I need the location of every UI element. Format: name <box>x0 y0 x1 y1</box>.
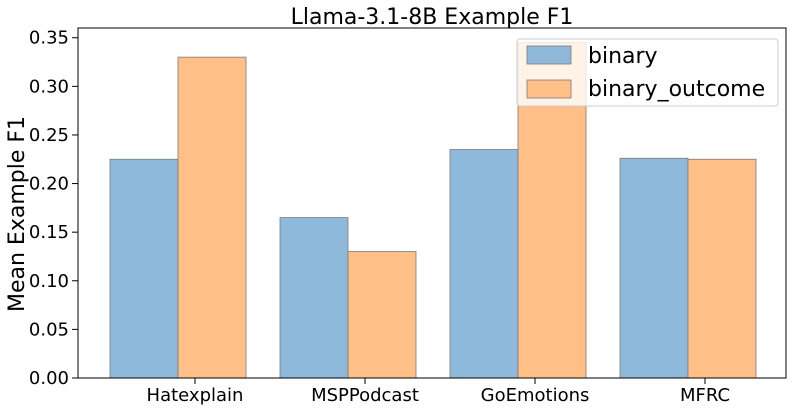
legend-label-binary-outcome: binary_outcome <box>588 77 765 102</box>
bar-binary-mfrc <box>619 157 689 379</box>
y-axis-title: Mean Example F1 <box>5 116 30 312</box>
x-tick-label-goemotions: GoEmotions <box>481 385 590 406</box>
legend-swatch-binary-outcome <box>526 79 572 99</box>
x-tick-label-msppodcast: MSPPodcast <box>311 385 419 406</box>
x-tick-label-mfrc: MFRC <box>680 385 730 406</box>
bar-binary-outcome-mfrc <box>687 158 757 379</box>
y-tick-label: 0.30 <box>29 76 69 97</box>
y-tick-label: 0.10 <box>29 271 69 292</box>
bar-binary-msppodcast <box>279 217 349 379</box>
y-tick-label: 0.00 <box>29 368 69 389</box>
y-ticks-group: 0.00 0.05 0.10 0.15 0.20 0.25 0.30 0.35 <box>29 28 78 389</box>
legend-box <box>516 38 779 107</box>
y-tick-label: 0.35 <box>29 28 69 49</box>
y-tick-label: 0.20 <box>29 174 69 195</box>
legend: binary binary_outcome <box>516 38 779 107</box>
y-tick-label: 0.25 <box>29 125 69 146</box>
legend-label-binary: binary <box>588 44 658 69</box>
y-tick-label: 0.05 <box>29 319 69 340</box>
x-tick-label-hatexplain: Hatexplain <box>147 385 244 406</box>
bar-binary-outcome-msppodcast <box>347 251 417 379</box>
plot-frame <box>77 27 787 379</box>
y-tick-label: 0.15 <box>29 222 69 243</box>
chart-title: Llama-3.1-8B Example F1 <box>291 5 574 30</box>
x-ticks-group: Hatexplain MSPPodcast GoEmotions MFRC <box>147 378 730 406</box>
bar-binary-hatexplain <box>109 158 179 379</box>
bar-binary-goemotions <box>449 149 519 379</box>
bar-binary-outcome-hatexplain <box>177 56 247 379</box>
legend-swatch-binary <box>526 45 572 65</box>
